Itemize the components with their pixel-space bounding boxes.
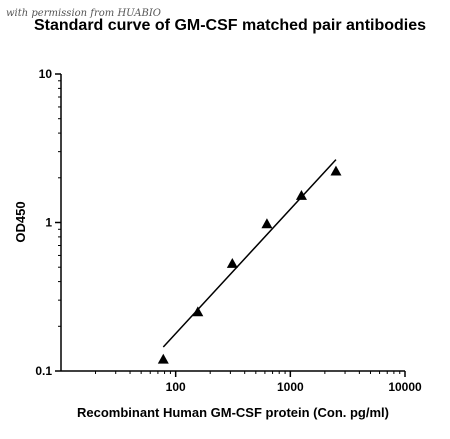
y-tick-label: 0.1 [35,364,52,378]
y-ticks: 0.1 1 10 [35,67,61,378]
watermark-text: with permission from HUABIO [6,8,161,19]
y-axis-label: OD450 [13,201,28,242]
x-tick-label: 100 [166,380,186,394]
x-tick-label: 10000 [388,380,422,394]
fit-line [162,159,337,348]
x-axis-label: Recombinant Human GM-CSF protein (Con. p… [77,405,389,420]
y-tick-label: 10 [39,67,53,81]
data-point [226,257,238,268]
data-point [157,353,169,364]
data-point [261,218,273,229]
x-ticks: 100 1000 10000 [95,371,422,394]
chart-title: Standard curve of GM-CSF matched pair an… [34,17,426,34]
data-point [330,165,342,176]
x-tick-label: 1000 [277,380,304,394]
data-point [295,189,307,200]
y-tick-label: 1 [45,216,52,230]
data-points [157,165,342,364]
data-point [192,306,204,317]
